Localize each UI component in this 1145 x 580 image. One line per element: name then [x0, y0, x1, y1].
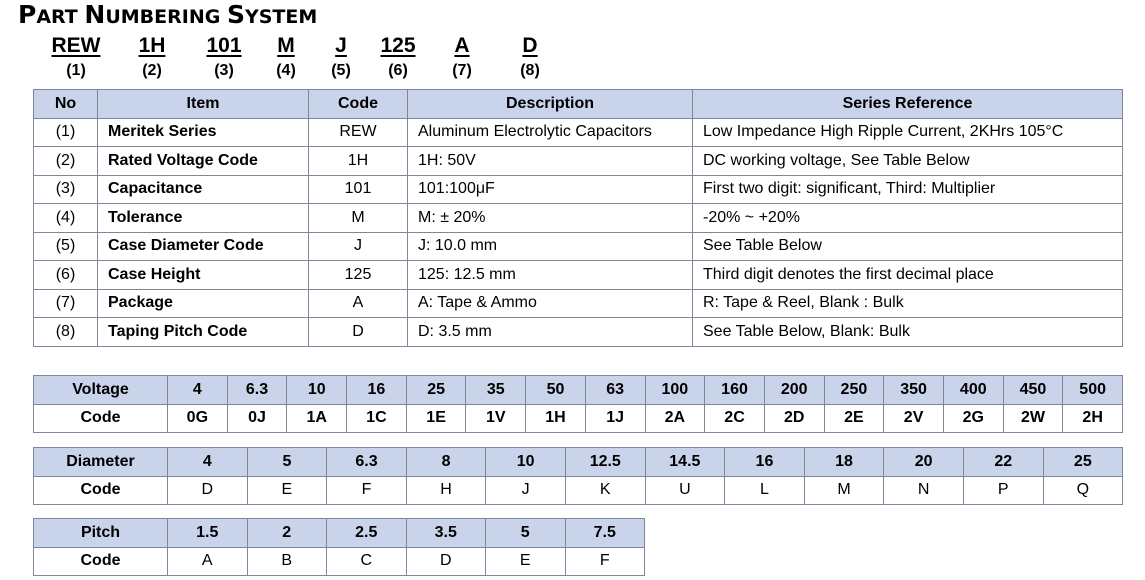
header-series-reference: Series Reference	[692, 89, 1123, 119]
pitch-row: Pitch 1.5 2 2.5 3.5 5 7.5	[33, 518, 645, 548]
voltage-code-table: Voltage 4 6.3 10 16 25 35 50 63 100 160 …	[33, 375, 1123, 433]
pitch-code-table: Pitch 1.5 2 2.5 3.5 5 7.5 Code A B C D E…	[33, 518, 645, 576]
table-row: (4) Tolerance M M: ± 20% -20% ~ +20%	[33, 203, 1123, 233]
part-code-series: REW (1)	[51, 34, 101, 79]
table-row: (3) Capacitance 101 101:100μF First two …	[33, 174, 1123, 204]
table-row: (7) Package A A: Tape & Ammo R: Tape & R…	[33, 288, 1123, 318]
page-title: PART NUMBERING SYSTEM	[18, 0, 318, 29]
table-row: (1) Meritek Series REW Aluminum Electrol…	[33, 117, 1123, 147]
header-no: No	[33, 89, 98, 119]
diameter-row: Diameter 4 5 6.3 8 10 12.5 14.5 16 18 20…	[33, 447, 1124, 477]
pitch-code-row: Code A B C D E F	[33, 546, 645, 576]
part-code-pitch: D (8)	[520, 34, 540, 79]
part-code-tolerance: M (4)	[276, 34, 296, 79]
voltage-code-row: Code 0G 0J 1A 1C 1E 1V 1H 1J 2A 2C 2D 2E…	[33, 403, 1123, 433]
diameter-code-row: Code D E F H J K U L M N P Q	[33, 475, 1124, 505]
voltage-row: Voltage 4 6.3 10 16 25 35 50 63 100 160 …	[33, 375, 1123, 405]
diameter-code-table: Diameter 4 5 6.3 8 10 12.5 14.5 16 18 20…	[33, 447, 1124, 505]
part-code-package: A (7)	[452, 34, 472, 79]
part-code-capacitance: 101 (3)	[206, 34, 242, 79]
table-row: (8) Taping Pitch Code D D: 3.5 mm See Ta…	[33, 317, 1123, 347]
header-description: Description	[407, 89, 693, 119]
table-header-row: No Item Code Description Series Referenc…	[33, 89, 1123, 119]
table-row: (5) Case Diameter Code J J: 10.0 mm See …	[33, 231, 1123, 261]
part-code-height: 125 (6)	[380, 34, 416, 79]
header-code: Code	[308, 89, 408, 119]
part-number-table: No Item Code Description Series Referenc…	[33, 89, 1123, 347]
table-row: (2) Rated Voltage Code 1H 1H: 50V DC wor…	[33, 146, 1123, 176]
part-code-voltage: 1H (2)	[138, 34, 166, 79]
header-item: Item	[97, 89, 309, 119]
table-row: (6) Case Height 125 125: 12.5 mm Third d…	[33, 260, 1123, 290]
part-code-diameter: J (5)	[331, 34, 351, 79]
